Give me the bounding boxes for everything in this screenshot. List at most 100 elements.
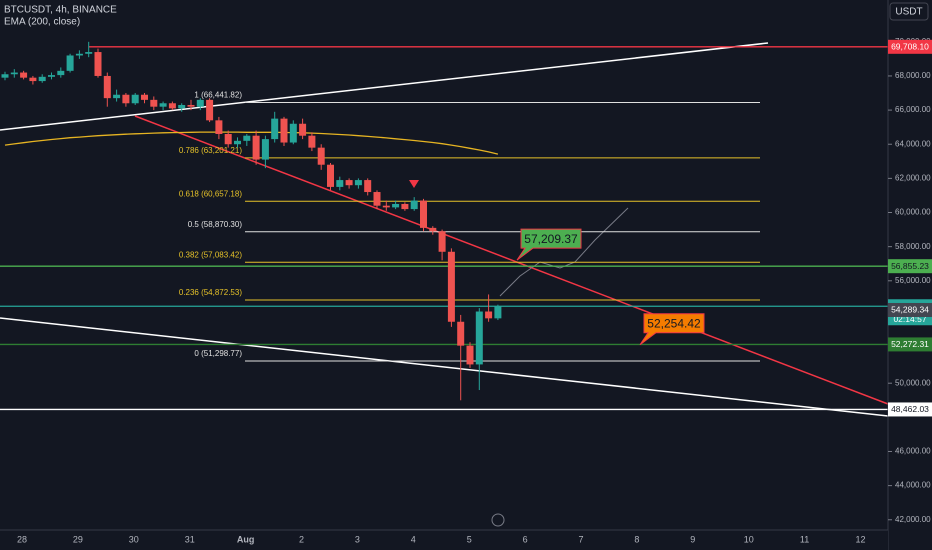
candle-body <box>401 203 409 210</box>
fib-label: 0 (51,298.77) <box>194 349 242 358</box>
candle-body <box>494 306 502 319</box>
signal-marker <box>409 180 419 188</box>
candle-body <box>215 120 223 134</box>
y-tick-label: 60,000.00 <box>895 208 931 217</box>
candle-body <box>206 99 214 121</box>
price-badge <box>888 302 932 317</box>
candle-body <box>10 72 18 75</box>
x-tick-label: 2 <box>299 534 304 544</box>
candle-body <box>289 123 297 143</box>
callout-box <box>516 228 582 261</box>
candle-body <box>168 103 176 109</box>
trend-line <box>134 115 889 405</box>
price-badge-label: 54,289.34 <box>891 305 929 315</box>
trend-line <box>0 42 769 131</box>
candle-body <box>66 55 74 71</box>
countdown-label: 02:14:57 <box>893 314 926 324</box>
callout-label: 57,209.37 <box>524 232 578 246</box>
replay-icon <box>491 513 505 527</box>
candle-body <box>299 123 307 136</box>
price-badge <box>888 39 932 54</box>
fib-label: 0.5 (58,870.30) <box>188 220 243 229</box>
x-tick-label: 3 <box>355 534 360 544</box>
currency-label[interactable]: USDT <box>895 7 922 18</box>
fib-label: 0.786 (63,201.21) <box>179 146 242 155</box>
x-tick-label: 6 <box>523 534 528 544</box>
candle-body <box>178 104 186 109</box>
candle-body <box>29 77 37 82</box>
candle-body <box>280 118 288 143</box>
fib-label: 0.236 (54,872.53) <box>179 288 242 297</box>
price-axis-bg <box>888 21 932 550</box>
candle-body <box>392 203 400 208</box>
y-tick-label: 56,000.00 <box>895 276 931 285</box>
y-tick-label: 58,000.00 <box>895 242 931 251</box>
x-tick-label: 5 <box>467 534 472 544</box>
candle-body <box>308 135 316 148</box>
candle-body <box>438 231 446 252</box>
candle-body <box>141 94 148 100</box>
x-tick-label: 30 <box>129 534 139 544</box>
y-tick-label: 44,000.00 <box>895 481 931 490</box>
x-tick-label: 12 <box>855 534 865 544</box>
candle-body <box>410 200 418 210</box>
indicator-label: EMA (200, close) <box>4 17 80 28</box>
candle-body <box>475 311 483 365</box>
price-badge <box>888 402 932 417</box>
candle-body <box>429 227 437 232</box>
symbol-label: BTCUSDT, 4h, BINANCE <box>4 5 117 16</box>
y-tick-label: 66,000.00 <box>895 105 931 114</box>
candle-body <box>150 99 158 107</box>
candle-body <box>224 133 232 145</box>
y-tick-label: 68,000.00 <box>895 71 931 80</box>
candle-body <box>234 140 241 145</box>
candle-body <box>252 135 260 160</box>
x-tick-label: 11 <box>800 534 809 544</box>
x-tick-label: 8 <box>634 534 639 544</box>
y-tick-label: 46,000.00 <box>895 447 931 456</box>
candle-body <box>466 345 474 365</box>
candle-body <box>187 104 195 107</box>
y-tick-label: 62,000.00 <box>895 173 931 182</box>
candle-body <box>243 135 251 141</box>
y-tick-label: 42,000.00 <box>895 515 931 524</box>
candle-body <box>354 180 362 186</box>
x-tick-label: 10 <box>744 534 754 544</box>
candle-body <box>261 139 269 160</box>
candle-body <box>85 52 93 54</box>
candle-body <box>196 99 204 107</box>
price-badge <box>888 337 932 352</box>
candle-body <box>94 52 102 76</box>
candle-body <box>364 180 372 193</box>
y-tick-label: 64,000.00 <box>895 139 931 148</box>
currency-button[interactable] <box>889 2 929 21</box>
candle-body <box>20 72 28 78</box>
candle-body <box>420 200 427 228</box>
time-axis-bg <box>0 530 888 550</box>
candle-body <box>38 76 46 82</box>
candle-body <box>159 103 167 107</box>
x-tick-label: 29 <box>73 534 83 544</box>
candle-body <box>103 75 111 99</box>
price-badge-label: 52,272.31 <box>891 339 929 349</box>
price-badge-label: 56,855.23 <box>891 261 929 271</box>
candle-body <box>336 180 344 187</box>
candle-body <box>131 94 139 104</box>
candle-body <box>122 94 130 104</box>
price-badge <box>888 259 932 274</box>
candle-body <box>317 147 325 165</box>
candle-body <box>113 94 121 99</box>
projection-path <box>499 207 629 297</box>
trend-line <box>0 317 889 417</box>
x-tick-label: 4 <box>411 534 416 544</box>
y-tick-label: 50,000.00 <box>895 378 931 387</box>
price-badge-label: 48,462.03 <box>891 404 929 414</box>
candle-body <box>457 321 465 346</box>
candle-body <box>447 251 455 322</box>
ema-line <box>4 131 499 155</box>
candle-body <box>57 70 65 76</box>
drawings: 1 (66,441.82) 0.786 (63,201.21) 0.618 (60,… <box>0 42 889 527</box>
candle-body <box>345 180 353 186</box>
